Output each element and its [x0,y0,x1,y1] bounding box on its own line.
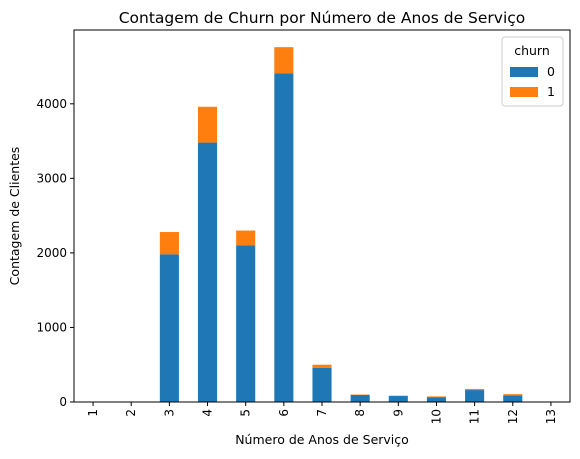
x-tick-label: 5 [239,409,253,417]
y-tick-label: 0 [59,395,67,409]
x-tick-label: 7 [315,409,329,417]
bar-year-3-churn-0 [159,254,179,402]
x-tick-label: 12 [506,409,520,424]
bar-year-11-churn-0 [465,390,485,402]
y-tick-label: 3000 [36,171,67,185]
x-axis-label: Número de Anos de Serviço [235,432,409,447]
bar-year-5-churn-0 [236,245,256,402]
x-tick-label: 6 [277,409,291,417]
legend-label-churn-0: 0 [547,64,555,79]
x-tick-label: 1 [86,409,100,417]
legend-swatch-churn-0 [510,67,538,77]
x-tick-label: 3 [162,409,176,417]
bar-year-11-churn-1 [465,388,485,391]
x-tick-label: 11 [468,409,482,424]
legend: churn 0 1 [501,36,564,107]
x-tick-label: 8 [353,409,367,417]
bar-year-3-churn-1 [159,232,179,255]
bar-year-12-churn-1 [503,394,523,396]
legend-label-churn-1: 1 [547,84,555,99]
bar-year-4-churn-0 [198,142,218,402]
x-tick-label: 13 [544,409,558,424]
x-tick-label: 10 [429,409,443,424]
legend-title: churn [514,43,550,58]
bar-year-12-churn-0 [503,395,523,402]
bar-year-8-churn-0 [350,394,370,402]
bar-year-5-churn-1 [236,230,256,246]
y-tick-label: 2000 [36,246,67,260]
chart-title: Contagem de Churn por Número de Anos de … [119,9,526,27]
bar-year-10-churn-0 [426,397,446,402]
x-axis-ticks: 1 2 3 4 5 6 7 8 9 10 11 12 13 [86,402,558,424]
bars-group [83,47,561,403]
x-tick-label: 9 [391,409,405,417]
plot-area-frame [73,29,571,403]
bar-year-9-churn-0 [388,396,408,402]
bar-year-7-churn-1 [312,364,332,368]
bar-year-6-churn-1 [274,47,294,74]
x-tick-label: 2 [124,409,138,417]
bar-year-10-churn-1 [426,396,446,398]
y-axis-ticks: 0 1000 2000 3000 4000 [36,97,74,409]
y-tick-label: 1000 [36,320,67,334]
x-tick-label: 4 [201,409,215,417]
bar-year-6-churn-0 [274,73,294,403]
y-axis-label: Contagem de Clientes [7,147,22,286]
legend-swatch-churn-1 [510,87,538,97]
bar-year-4-churn-1 [198,106,218,143]
bar-year-7-churn-0 [312,367,332,402]
y-tick-label: 4000 [36,97,67,111]
